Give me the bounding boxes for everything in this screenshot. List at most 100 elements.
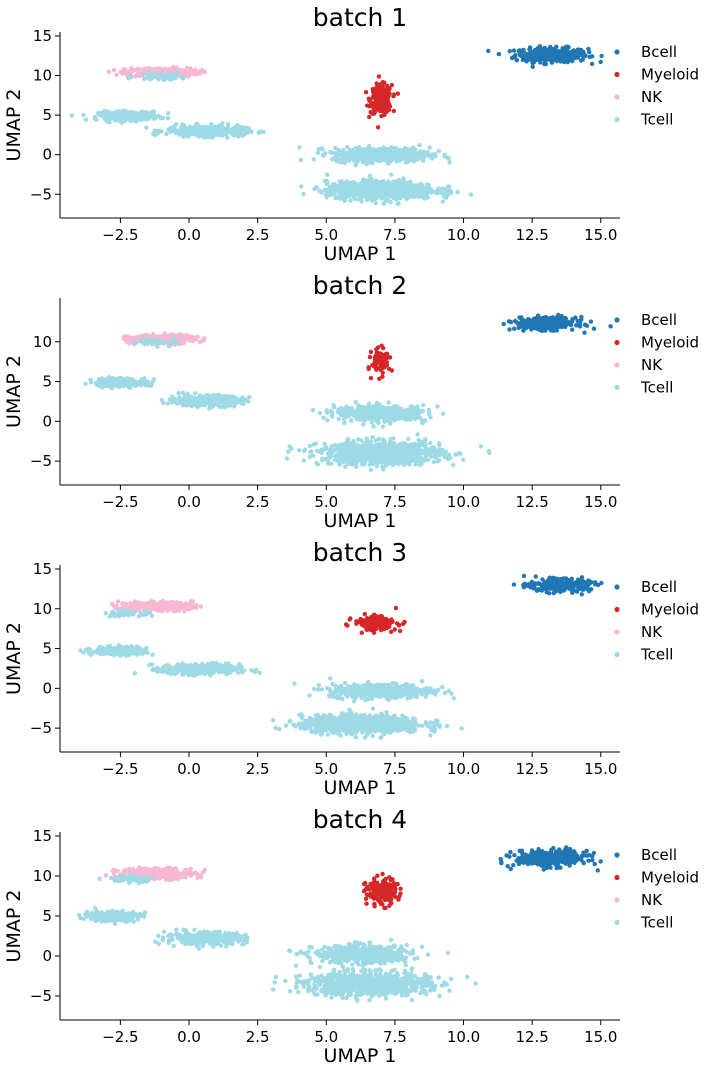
point-bcell <box>588 319 594 324</box>
point-tcell <box>371 150 377 155</box>
point-tcell <box>240 395 245 400</box>
point-tcell <box>371 424 376 429</box>
legend-marker-bcell <box>614 49 620 55</box>
point-tcell <box>383 197 388 202</box>
point-tcell <box>403 156 408 161</box>
point-tcell <box>323 192 329 197</box>
point-tcell <box>429 152 435 157</box>
point-tcell <box>420 420 425 426</box>
point-tcell <box>359 199 364 204</box>
point-tcell <box>379 186 384 191</box>
point-tcell <box>336 148 341 153</box>
point-tcell <box>335 409 341 415</box>
point-bcell <box>558 59 563 64</box>
point-nk <box>174 333 180 338</box>
point-tcell <box>141 72 146 77</box>
point-bcell <box>530 64 535 70</box>
point-tcell <box>336 416 341 422</box>
point-tcell <box>374 400 380 406</box>
point-bcell <box>501 321 506 327</box>
point-tcell <box>370 183 376 189</box>
point-tcell <box>409 157 414 163</box>
point-myeloid <box>382 94 387 100</box>
point-tcell <box>313 185 319 191</box>
point-bcell <box>527 317 532 322</box>
point-tcell <box>106 375 112 380</box>
point-myeloid <box>384 83 390 89</box>
point-bcell <box>608 324 613 329</box>
point-tcell <box>302 448 307 453</box>
point-tcell <box>353 163 358 168</box>
point-nk <box>118 69 124 75</box>
point-tcell <box>94 117 99 122</box>
point-tcell <box>145 75 150 80</box>
point-tcell <box>374 188 379 193</box>
x-tick-label: 12.5 <box>515 226 548 244</box>
point-tcell <box>125 378 130 384</box>
point-tcell <box>204 130 210 135</box>
point-nk <box>130 68 135 74</box>
point-bcell <box>535 50 540 56</box>
point-bcell <box>521 47 526 53</box>
point-tcell <box>353 187 358 192</box>
point-myeloid <box>384 351 390 356</box>
point-bcell <box>591 326 597 331</box>
point-tcell <box>392 154 397 159</box>
point-nk <box>106 69 112 75</box>
point-bcell <box>548 317 554 323</box>
point-bcell <box>540 50 546 56</box>
point-tcell <box>422 190 427 195</box>
point-myeloid <box>378 367 383 372</box>
point-tcell <box>319 190 324 195</box>
point-tcell <box>386 411 391 417</box>
point-tcell <box>404 196 409 202</box>
point-tcell <box>369 404 374 410</box>
point-tcell <box>401 416 407 421</box>
point-myeloid <box>391 93 396 99</box>
point-tcell <box>345 414 350 419</box>
point-tcell <box>393 146 398 151</box>
point-tcell <box>436 186 441 191</box>
y-tick-label: −5 <box>30 185 52 203</box>
point-tcell <box>324 410 330 415</box>
point-bcell <box>575 47 580 52</box>
point-tcell <box>99 111 105 116</box>
point-tcell <box>186 402 191 408</box>
point-bcell <box>566 57 571 63</box>
point-nk <box>121 67 127 72</box>
point-tcell <box>372 154 378 160</box>
point-tcell <box>217 404 222 409</box>
legend-label-nk: NK <box>641 88 663 106</box>
point-bcell <box>512 318 518 324</box>
point-tcell <box>344 179 349 184</box>
point-tcell <box>420 194 425 200</box>
chart-panel-2: batch 2−2.5 0.0 2.5 5.0 7.5 10.0 12.5 15.0−5051… <box>3 271 699 532</box>
point-nk <box>169 332 174 337</box>
point-nk <box>156 67 162 73</box>
point-tcell <box>358 184 363 189</box>
point-bcell <box>560 321 565 326</box>
point-bcell <box>531 316 537 322</box>
point-tcell <box>411 187 417 192</box>
point-tcell <box>328 408 334 414</box>
point-bcell <box>531 51 536 56</box>
point-myeloid <box>379 343 384 348</box>
point-bcell <box>554 44 559 49</box>
legend-label-tcell: Tcell <box>640 111 673 129</box>
point-bcell <box>543 324 548 330</box>
point-tcell <box>382 418 387 423</box>
point-tcell <box>346 194 352 199</box>
point-bcell <box>582 330 587 335</box>
point-myeloid <box>382 80 387 85</box>
point-tcell <box>212 128 217 134</box>
point-myeloid <box>395 91 401 96</box>
point-tcell <box>165 116 171 121</box>
point-tcell <box>424 151 429 156</box>
point-myeloid <box>386 94 391 100</box>
point-tcell <box>328 150 333 155</box>
point-tcell <box>166 111 171 116</box>
point-bcell <box>486 48 491 54</box>
point-tcell <box>401 176 406 181</box>
point-tcell <box>413 413 419 418</box>
